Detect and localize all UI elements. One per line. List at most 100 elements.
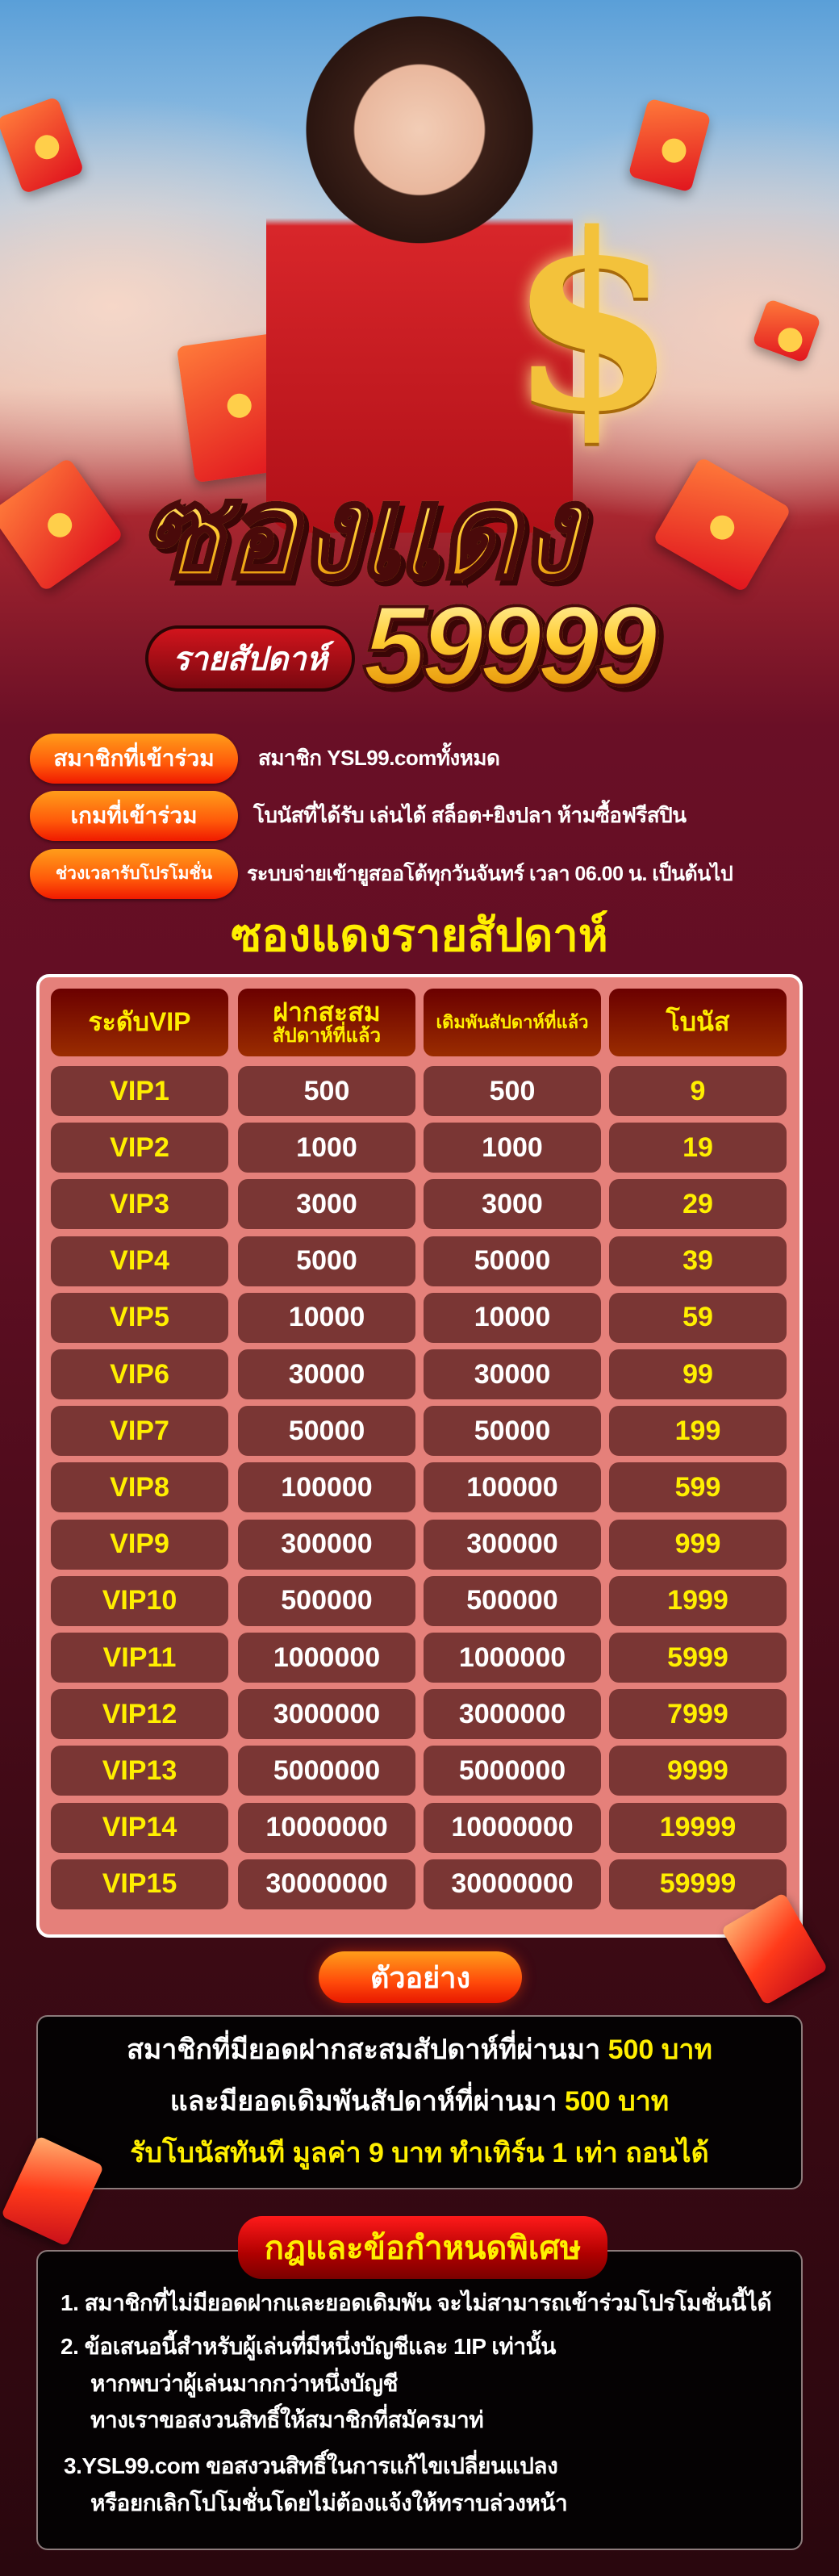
example-line-1: สมาชิกที่มียอดฝากสะสมสัปดาห์ที่ผ่านมา 50… — [54, 2034, 785, 2066]
vip-level: VIP14 — [51, 1802, 228, 1853]
example-text: สมาชิกที่มียอดฝากสะสมสัปดาห์ที่ผ่านมา — [127, 2034, 608, 2065]
vip-level: VIP10 — [51, 1575, 228, 1626]
bonus-amount: 59 — [609, 1292, 787, 1343]
vip-level: VIP6 — [51, 1349, 228, 1399]
table-heading: ซองแดงรายสัปดาห์ — [231, 910, 608, 960]
bet-amount: 300000 — [424, 1519, 601, 1570]
red-envelope-icon — [0, 457, 124, 592]
bonus-amount: 19999 — [609, 1802, 787, 1853]
hero-banner: $ ซองแดง รายสัปดาห์ 59999 — [0, 0, 839, 726]
deposit-amount: 1000 — [238, 1123, 415, 1173]
vip-level: VIP13 — [51, 1746, 228, 1796]
bet-amount: 50000 — [424, 1406, 601, 1457]
bet-amount: 10000000 — [424, 1802, 601, 1853]
red-envelope-icon — [628, 98, 712, 193]
header-text: ระดับVIP — [88, 1007, 191, 1037]
weekly-badge: รายสัปดาห์ — [145, 625, 355, 692]
bet-amount: 5000000 — [424, 1746, 601, 1796]
bet-amount: 100000 — [424, 1462, 601, 1513]
header-text: เดิมพันสัปดาห์ที่แล้ว — [436, 1012, 589, 1033]
deposit-amount: 30000000 — [238, 1859, 415, 1909]
rules-title: กฎและข้อกำหนดพิเศษ — [238, 2216, 607, 2279]
rule-line: 1. สมาชิกที่ไม่มียอดฝากและยอดเดิมพัน จะไ… — [61, 2290, 772, 2315]
rules-box: 1. สมาชิกที่ไม่มียอดฝากและยอดเดิมพัน จะไ… — [36, 2250, 803, 2550]
deposit-amount: 100000 — [238, 1462, 415, 1513]
deposit-amount: 30000 — [238, 1349, 415, 1399]
bet-amount: 3000000 — [424, 1689, 601, 1740]
rule-line: 3.YSL99.com ขอสงวนสิทธิ์ในการแก้ไขเปลี่ย… — [64, 2453, 558, 2478]
info-text-games: โบนัสที่ได้รับ เล่นได้ สล็อต+ยิงปลา ห้าม… — [253, 803, 687, 828]
example-line-2: และมียอดเดิมพันสัปดาห์ที่ผ่านมา 500 บาท — [54, 2086, 785, 2118]
deposit-amount: 500000 — [238, 1575, 415, 1626]
example-text: และมียอดเดิมพันสัปดาห์ที่ผ่านมา — [169, 2086, 565, 2117]
bet-amount: 50000 — [424, 1236, 601, 1286]
bonus-amount: 39 — [609, 1236, 787, 1286]
model-photo — [266, 16, 573, 533]
table-header-cell: ระดับVIP — [51, 989, 228, 1056]
deposit-amount: 5000000 — [238, 1746, 415, 1796]
deposit-amount: 5000 — [238, 1236, 415, 1286]
rule-line: หากพบว่าผู้เล่นมากกว่าหนึ่งบัญชี — [90, 2371, 399, 2396]
bet-amount: 1000000 — [424, 1633, 601, 1683]
bet-amount: 30000000 — [424, 1859, 601, 1909]
info-label-games: เกมที่เข้าร่วม — [30, 791, 238, 841]
deposit-amount: 10000000 — [238, 1802, 415, 1853]
bet-amount: 3000 — [424, 1179, 601, 1230]
vip-level: VIP4 — [51, 1236, 228, 1286]
hero-amount: 59999 — [361, 588, 702, 704]
hero-title: ซองแดง — [136, 466, 702, 599]
table-header-cell: ฝากสะสม สัปดาห์ที่แล้ว — [238, 989, 415, 1056]
info-label-period: ช่วงเวลารับโปรโมชั่น — [30, 849, 238, 899]
dollar-sign-icon: $ — [508, 180, 677, 465]
vip-level: VIP15 — [51, 1859, 228, 1909]
red-envelope-icon — [0, 96, 85, 194]
header-text: โบนัส — [666, 1007, 730, 1037]
vip-level: VIP3 — [51, 1179, 228, 1230]
bonus-amount: 1999 — [609, 1575, 787, 1626]
deposit-amount: 500 — [238, 1066, 415, 1116]
bonus-amount: 29 — [609, 1179, 787, 1230]
info-label-members: สมาชิกที่เข้าร่วม — [30, 734, 238, 784]
bonus-amount: 59999 — [609, 1859, 787, 1909]
vip-level: VIP11 — [51, 1633, 228, 1683]
rule-line: 2. ข้อเสนอนี้สำหรับผู้เล่นที่มีหนึ่งบัญช… — [61, 2334, 556, 2359]
example-label: ตัวอย่าง — [319, 1951, 522, 2003]
info-text-members: สมาชิก YSL99.comทั้งหมด — [258, 746, 500, 771]
bet-amount: 1000 — [424, 1123, 601, 1173]
example-amount: 500 บาท — [564, 2086, 670, 2117]
vip-level: VIP12 — [51, 1689, 228, 1740]
vip-level: VIP8 — [51, 1462, 228, 1513]
vip-table: ระดับVIP ฝากสะสม สัปดาห์ที่แล้ว เดิมพันสัปด… — [36, 974, 803, 1938]
header-text: สัปดาห์ที่แล้ว — [272, 1025, 382, 1048]
bonus-amount: 999 — [609, 1519, 787, 1570]
deposit-amount: 50000 — [238, 1406, 415, 1457]
deposit-amount: 3000 — [238, 1179, 415, 1230]
example-box: สมาชิกที่มียอดฝากสะสมสัปดาห์ที่ผ่านมา 50… — [36, 2015, 803, 2189]
deposit-amount: 10000 — [238, 1292, 415, 1343]
bonus-amount: 99 — [609, 1349, 787, 1399]
vip-level: VIP5 — [51, 1292, 228, 1343]
red-envelope-icon — [751, 298, 822, 364]
bet-amount: 30000 — [424, 1349, 601, 1399]
bonus-amount: 7999 — [609, 1689, 787, 1740]
example-line-3: รับโบนัสทันที มูลค่า 9 บาท ทำเทิร์น 1 เท… — [130, 2138, 709, 2168]
bonus-amount: 19 — [609, 1123, 787, 1173]
header-text: ฝากสะสม — [273, 997, 381, 1027]
bonus-amount: 199 — [609, 1406, 787, 1457]
deposit-amount: 300000 — [238, 1519, 415, 1570]
bet-amount: 500 — [424, 1066, 601, 1116]
bonus-amount: 9999 — [609, 1746, 787, 1796]
vip-level: VIP1 — [51, 1066, 228, 1116]
table-header-cell: โบนัส — [609, 989, 787, 1056]
bonus-amount: 5999 — [609, 1633, 787, 1683]
rule-line: ทางเราขอสงวนสิทธิ์ให้สมาชิกที่สมัครมาท่ — [90, 2407, 484, 2432]
deposit-amount: 1000000 — [238, 1633, 415, 1683]
vip-level: VIP2 — [51, 1123, 228, 1173]
bet-amount: 10000 — [424, 1292, 601, 1343]
bet-amount: 500000 — [424, 1575, 601, 1626]
table-header-cell: เดิมพันสัปดาห์ที่แล้ว — [424, 989, 601, 1056]
bonus-amount: 599 — [609, 1462, 787, 1513]
rule-line: หรือยกเลิกโปโมชั่นโดยไม่ต้องแจ้งให้ทราบล… — [90, 2490, 568, 2515]
example-amount: 500 บาท — [607, 2034, 712, 2065]
info-text-period: ระบบจ่ายเข้ายูสออโต้ทุกวันจันทร์ เวลา 06… — [247, 862, 733, 885]
